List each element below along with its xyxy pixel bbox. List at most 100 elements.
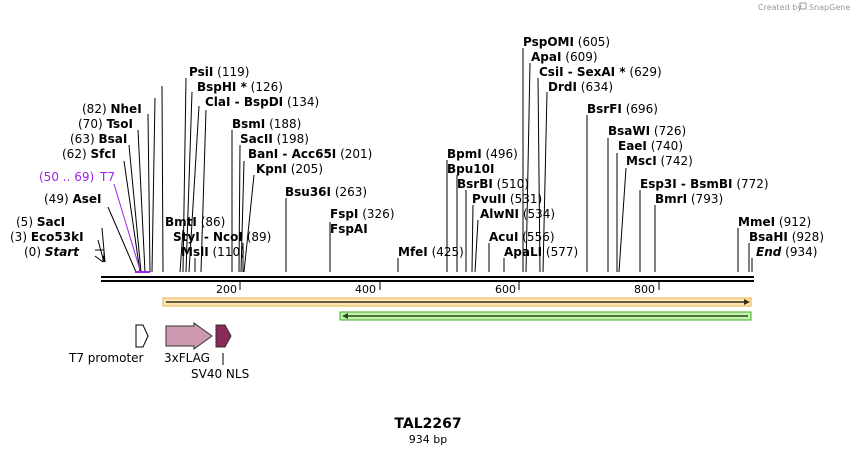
site-name-15: SacII [240,132,273,146]
site-pos-28: (577) [546,245,578,259]
site-name-10: MslI [181,245,209,259]
site-name-17: KpnI [256,162,287,176]
site-label-29[interactable]: PspOMI (605) [523,35,610,49]
site-pos-12: (126) [251,80,283,94]
site-label-25[interactable]: PvuII (531) [472,192,542,206]
site-name-13: ClaI - BspDI [205,95,283,109]
plasmid-length: 934 bp [409,433,447,446]
t7-primer[interactable] [113,183,150,273]
site-pos-14: (188) [269,117,301,131]
site-pos-17: (205) [291,162,323,176]
site-label-15[interactable]: SacII (198) [240,132,309,146]
site-label-0[interactable]: (0) Start [24,245,80,259]
site-pos-15: (198) [277,132,309,146]
site-name-36: MscI [626,154,657,168]
orf-reverse[interactable] [339,311,752,321]
tick-400: 400 [355,283,376,296]
site-name-5: BsaI [98,132,127,146]
site-label-1[interactable]: (3) Eco53kI [10,230,84,244]
site-label-34[interactable]: BsaWI (726) [608,124,686,138]
site-pos-21: (425) [432,245,464,259]
site-label-40[interactable]: BsaHI (928) [749,230,824,244]
site-pos-18: (263) [335,185,367,199]
site-pos-7: (82) [82,102,107,116]
site-label-5[interactable]: (63) BsaI [70,132,127,146]
site-label-2[interactable]: (5) SacI [16,215,65,229]
site-pos-30: (609) [565,50,597,64]
site-pos-25: (531) [510,192,542,206]
site-label-39[interactable]: MmeI (912) [738,215,811,229]
site-name-16: BanI - Acc65I [248,147,336,161]
site-label-17[interactable]: KpnI (205) [256,162,323,176]
site-label-8[interactable]: BmtI (86) [165,215,225,229]
site-label-35[interactable]: EaeI (740) [618,139,683,153]
site-name-14: BsmI [232,117,265,131]
site-pos-10: (110) [213,245,245,259]
site-pos-1: (3) [10,230,27,244]
site-name-11: PsiI [189,65,213,79]
site-label-21[interactable]: MfeI (425) [398,245,464,259]
site-name-6: TsoI [106,117,132,131]
site-pos-8: (86) [201,215,226,229]
site-label-3[interactable]: (49) AseI [44,192,102,206]
feature-sv40-nls[interactable]: SV40 NLS [191,324,249,381]
site-name-20: FspAI [330,222,368,236]
site-label-14[interactable]: BsmI (188) [232,117,301,131]
site-pos-39: (912) [779,215,811,229]
credit-brand: SnapGene [809,3,850,12]
site-name-30: ApaI [531,50,561,64]
site-name-22: BpmI [447,147,482,161]
orf-forward[interactable] [162,297,752,307]
site-label-16[interactable]: BanI - Acc65I (201) [248,147,372,161]
site-pos-22: (496) [486,147,518,161]
site-pos-34: (726) [654,124,686,138]
site-name-7: NheI [110,102,141,116]
site-label-41[interactable]: End (934) [756,245,817,259]
site-label-11[interactable]: PsiI (119) [189,65,249,79]
tick-800: 800 [634,283,655,296]
site-label-10[interactable]: MslI (110) [181,245,245,259]
site-label-26[interactable]: AlwNI (534) [480,207,555,221]
site-pos-36: (742) [661,154,693,168]
site-label-12[interactable]: BspHI * (126) [197,80,283,94]
site-label-32[interactable]: DrdI (634) [548,80,613,94]
site-label-37[interactable]: Esp3I - BsmBI (772) [640,177,769,191]
site-label-9[interactable]: StyI - NcoI (89) [173,230,271,244]
site-label-20[interactable]: FspAI [330,222,368,236]
site-label-23[interactable]: Bpu10I [447,162,494,176]
site-name-8: BmtI [165,215,197,229]
site-name-25: PvuII [472,192,506,206]
site-label-13[interactable]: ClaI - BspDI (134) [205,95,319,109]
site-pos-40: (928) [792,230,824,244]
site-label-19[interactable]: FspI (326) [330,207,395,221]
t7-primer-range: (50 .. 69) [39,170,94,184]
site-label-7[interactable]: (82) NheI [82,102,142,116]
site-name-31: CsiI - SexAI * [539,65,626,79]
t7-primer-label[interactable]: (50 .. 69) T7 [39,170,115,184]
tick-600: 600 [495,283,516,296]
site-name-26: AlwNI [480,207,519,221]
site-pos-3: (49) [44,192,69,206]
site-label-24[interactable]: BsrBI (510) [457,177,529,191]
site-label-6[interactable]: (70) TsoI [78,117,133,131]
site-label-4[interactable]: (62) SfcI [62,147,116,161]
site-name-3: AseI [72,192,101,206]
site-label-28[interactable]: ApaLI (577) [504,245,578,259]
site-label-33[interactable]: BsrFI (696) [587,102,658,116]
feature-3xflag-label: 3xFLAG [164,351,210,365]
site-label-22[interactable]: BpmI (496) [447,147,518,161]
site-label-18[interactable]: Bsu36I (263) [285,185,367,199]
plasmid-title: TAL2267 [394,416,461,432]
site-name-4: SfcI [90,147,115,161]
site-label-27[interactable]: AcuI (556) [489,230,555,244]
site-label-36[interactable]: MscI (742) [626,154,693,168]
site-label-30[interactable]: ApaI (609) [531,50,598,64]
site-name-37: Esp3I - BsmBI [640,177,732,191]
feature-3xflag[interactable]: 3xFLAG [164,322,213,365]
feature-t7-promoter[interactable]: T7 promoter [68,324,149,365]
site-name-41: End [756,245,782,259]
site-pos-38: (793) [691,192,723,206]
site-label-31[interactable]: CsiI - SexAI * (629) [539,65,662,79]
site-label-38[interactable]: BmrI (793) [655,192,723,206]
site-pos-19: (326) [362,207,394,221]
